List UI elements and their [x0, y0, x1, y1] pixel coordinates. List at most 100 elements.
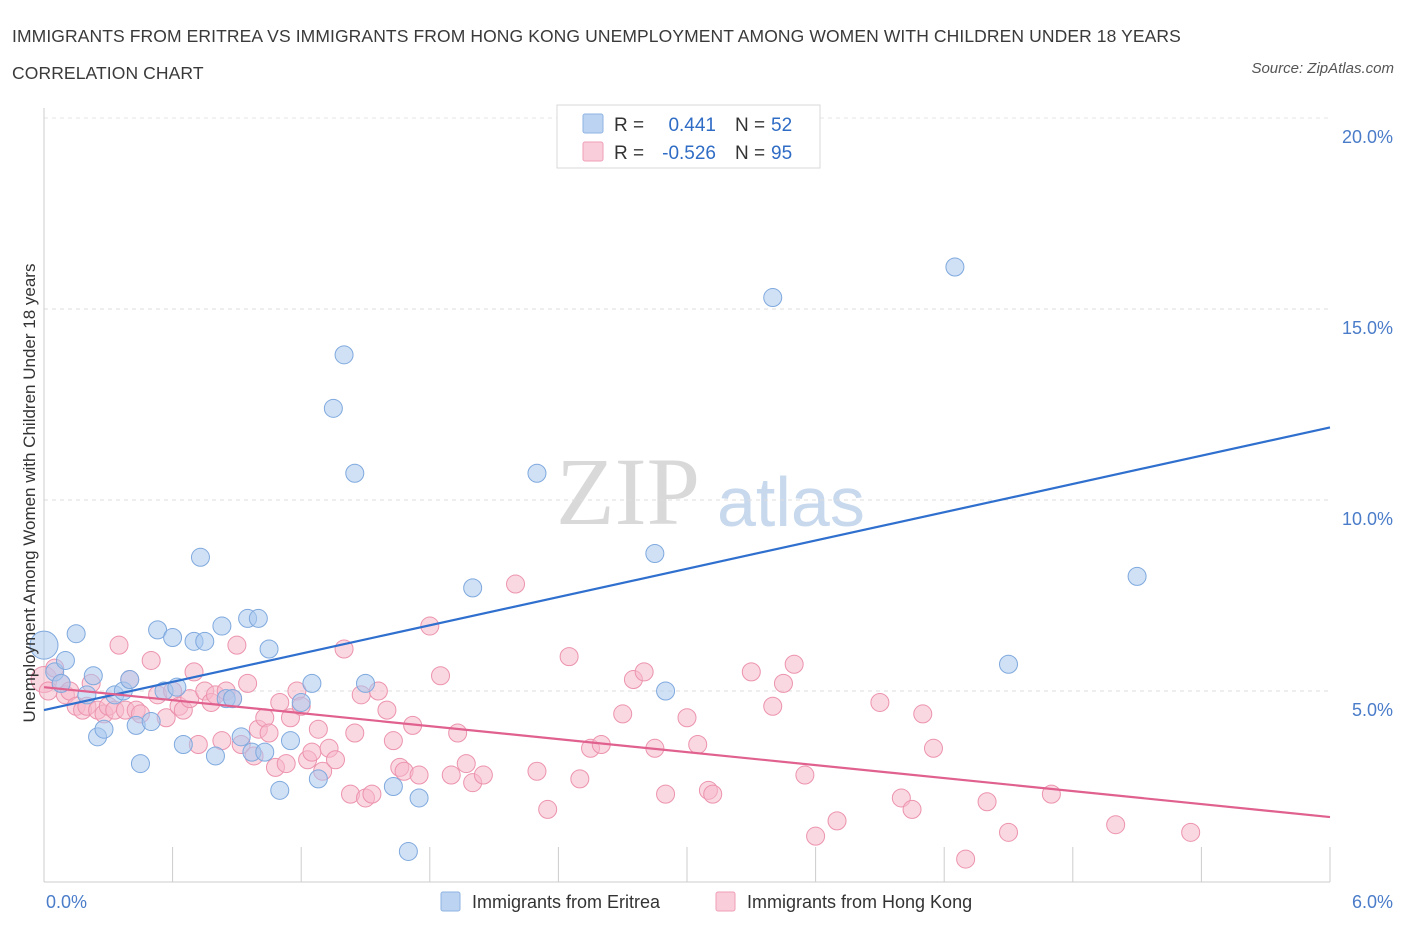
hong-kong-point-80	[613, 704, 633, 724]
eritrea-point-34	[280, 731, 300, 751]
eritrea-point-32	[259, 639, 279, 659]
hong-kong-point-103	[999, 822, 1018, 842]
x-tick-label-1: 6.0%	[1352, 892, 1393, 912]
y-tick-label-3: 20.0%	[1342, 127, 1393, 147]
hong-kong-point-40	[259, 723, 279, 743]
legend-n-label-1: N =	[735, 115, 765, 136]
bottom-legend-label-hong-kong: Immigrants from Hong Kong	[747, 892, 972, 912]
hong-kong-point-34	[227, 635, 247, 655]
hong-kong-point-48	[302, 742, 322, 762]
legend-n-value-2: 95	[771, 143, 792, 164]
hong-kong-point-69	[448, 723, 468, 743]
hong-kong-point-88	[703, 784, 723, 804]
watermark-atlas: atlas	[717, 463, 865, 541]
hong-kong-point-90	[763, 696, 783, 716]
trend-lines	[43, 426, 1331, 819]
x-tick-label-0: 0.0%	[46, 892, 87, 912]
eritrea-point-6	[83, 666, 103, 686]
hong-kong-point-42	[270, 692, 290, 712]
hong-kong-point-101	[956, 849, 976, 869]
hong-kong-point-106	[1181, 822, 1201, 842]
eritrea-point-37	[308, 769, 328, 789]
hong-kong-point-93	[795, 765, 815, 785]
eritrea-point-50	[945, 257, 965, 277]
hong-kong-trend-line	[43, 686, 1331, 819]
hong-kong-point-52	[325, 750, 345, 770]
hong-kong-point-70	[456, 754, 476, 774]
hong-kong-point-99	[913, 704, 933, 724]
eritrea-point-45	[463, 578, 483, 598]
legend-swatch-eritrea	[582, 113, 604, 134]
eritrea-point-15	[148, 620, 168, 640]
watermark-zip: ZIP	[556, 438, 700, 545]
hong-kong-point-72	[473, 765, 493, 785]
legend-n-label-2: N =	[735, 143, 765, 164]
eritrea-trend-line	[43, 426, 1331, 712]
hong-kong-point-82	[634, 662, 654, 682]
bottom-legend-label-eritrea: Immigrants from Eritrea	[472, 892, 661, 912]
bottom-legend-swatch-hong-kong	[715, 891, 736, 912]
hong-kong-point-74	[527, 761, 547, 781]
eritrea-point-51	[999, 654, 1018, 674]
eritrea-point-33	[270, 780, 290, 800]
eritrea-point-3	[55, 650, 75, 670]
hong-kong-point-65	[409, 765, 429, 785]
eritrea-point-52	[1127, 566, 1147, 586]
eritrea-point-23	[205, 746, 225, 766]
chart-title: IMMIGRANTS FROM ERITREA VS IMMIGRANTS FR…	[12, 26, 1181, 83]
legend-r-value-1: 0.441	[668, 115, 716, 136]
eritrea-point-49	[763, 288, 783, 308]
eritrea-point-46	[527, 463, 547, 483]
eritrea-point-40	[345, 463, 365, 483]
hong-kong-point-92	[784, 654, 804, 674]
eritrea-point-17	[163, 628, 183, 648]
hong-kong-point-102	[977, 792, 997, 812]
eritrea-point-47	[645, 543, 665, 563]
hong-kong-point-43	[276, 754, 296, 774]
eritrea-point-0	[29, 630, 59, 660]
chart-source: Source: ZipAtlas.com	[1251, 60, 1394, 77]
hong-kong-point-77	[570, 769, 590, 789]
hong-kong-point-95	[827, 811, 847, 831]
y-tick-label-2: 15.0%	[1342, 318, 1393, 338]
series-legend: Immigrants from Eritrea Immigrants from …	[440, 891, 972, 912]
legend-swatch-hong-kong	[582, 141, 604, 162]
eritrea-point-42	[383, 777, 403, 796]
hong-kong-point-68	[441, 765, 461, 785]
hong-kong-point-76	[559, 647, 579, 667]
legend-r-value-2: -0.526	[662, 143, 716, 164]
eritrea-point-44	[409, 788, 429, 808]
hong-kong-point-36	[238, 673, 258, 693]
hong-kong-point-94	[806, 826, 826, 846]
eritrea-point-38	[323, 398, 343, 418]
x-tick-labels: 0.0% 6.0%	[46, 892, 1393, 912]
eritrea-point-13	[130, 754, 150, 774]
hong-kong-point-91	[773, 673, 793, 693]
eritrea-point-14	[141, 712, 161, 732]
y-tick-label-0: 5.0%	[1352, 700, 1393, 720]
hong-kong-point-96	[870, 692, 890, 712]
y-axis-label: Unemployment Among Women with Children U…	[20, 264, 39, 723]
hong-kong-point-105	[1106, 815, 1126, 835]
eritrea-point-30	[248, 608, 268, 628]
eritrea-point-43	[398, 841, 418, 861]
hong-kong-point-19	[141, 650, 161, 670]
eritrea-point-24	[212, 616, 232, 636]
series-hong-kong-points	[30, 574, 1201, 869]
hong-kong-point-61	[383, 731, 403, 751]
stats-legend: R = 0.441 N = 52 R = -0.526 N = 95	[556, 104, 821, 169]
eritrea-point-4	[66, 624, 86, 644]
hong-kong-point-55	[345, 723, 365, 743]
y-tick-labels: 5.0% 10.0% 15.0% 20.0%	[1342, 127, 1393, 720]
eritrea-point-26	[223, 689, 243, 709]
eritrea-point-8	[94, 719, 114, 739]
axes	[43, 108, 1331, 883]
hong-kong-point-98	[902, 799, 922, 819]
eritrea-point-41	[356, 673, 375, 693]
eritrea-point-36	[302, 673, 322, 693]
eritrea-point-35	[291, 692, 311, 712]
eritrea-point-39	[334, 345, 354, 365]
hong-kong-point-89	[741, 662, 761, 682]
bottom-legend-swatch-eritrea	[440, 891, 461, 912]
hong-kong-point-75	[538, 799, 558, 819]
